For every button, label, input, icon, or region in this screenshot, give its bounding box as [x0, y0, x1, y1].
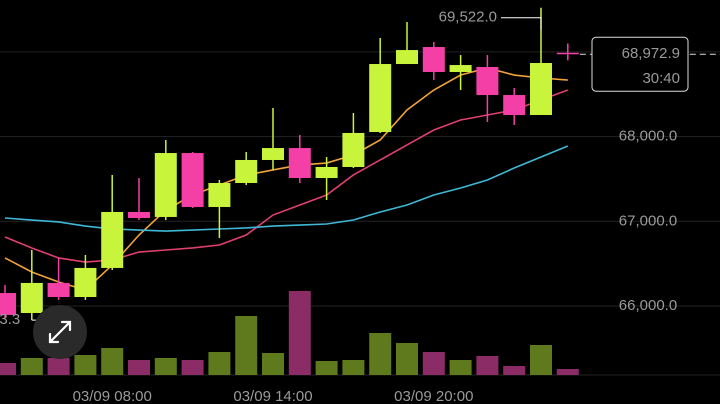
volume-bar [476, 356, 499, 375]
volume-bar [449, 360, 472, 375]
volume-bar [154, 358, 177, 375]
candle-body [20, 282, 43, 314]
volume-bar [101, 348, 124, 375]
countdown: 30:40 [642, 70, 680, 87]
candle-body [235, 159, 258, 184]
y-tick-label: 66,000.0 [619, 297, 677, 314]
candle-body [503, 95, 526, 116]
x-tick-label: 03/09 20:00 [394, 388, 473, 404]
candle-body [288, 148, 311, 179]
volume-bar [422, 352, 445, 375]
candle-body [556, 52, 579, 55]
candle-body [396, 50, 418, 65]
candle-layer [0, 7, 579, 321]
candle-body [262, 148, 284, 160]
volume-bar [503, 366, 526, 375]
x-tick-label: 03/09 14:00 [233, 388, 312, 404]
min-label: 65,833.3 [0, 311, 20, 328]
candle-body [342, 132, 365, 168]
volume-bar [128, 360, 150, 375]
candle-body [315, 167, 338, 179]
candle-body [128, 211, 150, 218]
candle-body [74, 267, 97, 298]
candle-body [530, 63, 552, 116]
volume-bar [315, 361, 338, 375]
candle-body [449, 65, 472, 72]
max-pointer [501, 17, 542, 30]
expand-button[interactable] [33, 305, 87, 359]
expand-icon [48, 320, 72, 344]
y-tick-label: 68,000.0 [619, 128, 677, 145]
volume-bar [74, 355, 97, 375]
volume-bar [396, 343, 418, 375]
ma-line [4, 67, 568, 291]
volume-bar [20, 358, 43, 375]
x-tick-label: 03/09 08:00 [73, 388, 152, 404]
candle-body [369, 64, 392, 133]
ma-line [4, 145, 569, 232]
volume-bar [208, 352, 231, 375]
ma-line [4, 89, 569, 263]
volume-bar [288, 291, 311, 375]
candle-body [208, 183, 231, 207]
last-price-box [591, 36, 689, 92]
candle-body [0, 293, 16, 315]
volume-bar [235, 316, 258, 375]
candle-body [181, 153, 204, 207]
volume-bar [556, 369, 579, 375]
volume-bar [262, 353, 284, 375]
volume-bar [0, 363, 16, 375]
volume-bar [369, 333, 392, 375]
volume-bar [342, 360, 365, 375]
overlay-layer: 66,000.067,000.068,000.069,000.003/09 08… [0, 9, 720, 404]
candle-body [47, 282, 70, 298]
volume-layer [0, 291, 579, 375]
candle-body [476, 66, 499, 96]
max-label: 69,522.0 [439, 9, 497, 26]
last-price-label: 68,972.9 [622, 45, 680, 62]
y-tick-label: 67,000.0 [619, 212, 677, 229]
volume-bar [47, 358, 70, 375]
ma-layer [4, 67, 569, 291]
volume-bar [181, 360, 204, 375]
candle-body [154, 153, 177, 217]
candle-body [101, 211, 124, 268]
candle-body [422, 47, 445, 72]
volume-bar [530, 345, 552, 375]
